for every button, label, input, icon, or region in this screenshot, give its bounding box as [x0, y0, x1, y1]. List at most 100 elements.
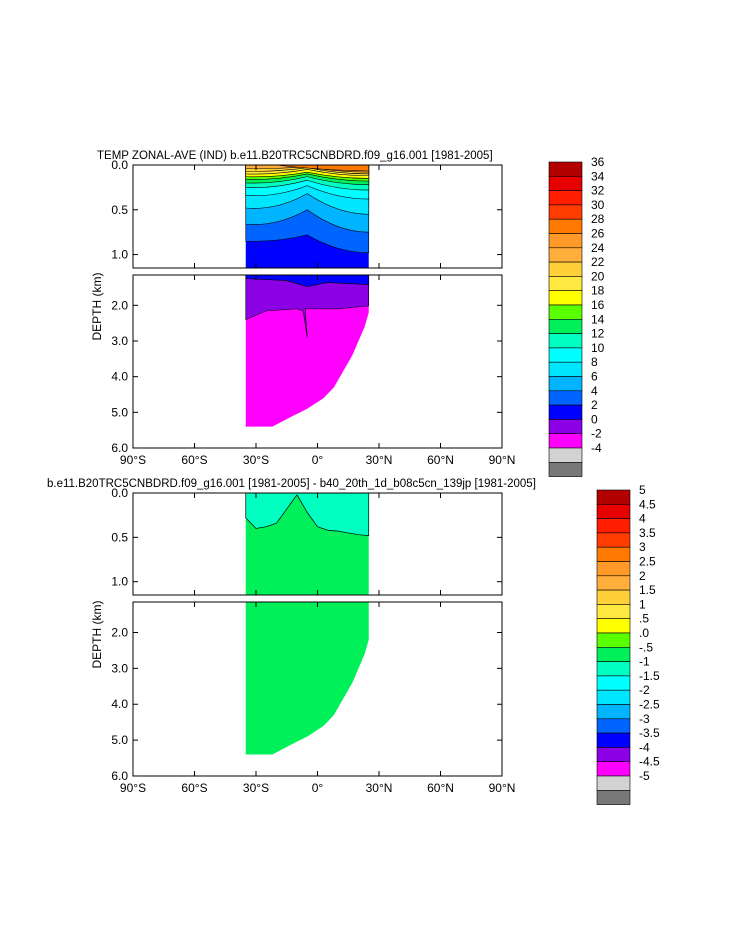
colorbar-label: -.5 [639, 640, 653, 654]
colorbar-swatch [548, 318, 583, 334]
colorbar-label: 3 [639, 540, 646, 554]
colorbar-swatch [596, 575, 631, 591]
anomaly-band-0.5-1-deep [245, 602, 369, 755]
y-axis-label: DEPTH (km) [90, 273, 104, 341]
y-tick-label: 5.0 [111, 405, 128, 419]
colorbar-swatch [596, 646, 631, 662]
x-tick-label: 0° [312, 453, 324, 467]
x-tick-label: 60°S [181, 781, 207, 795]
colorbar-swatch [596, 589, 631, 605]
colorbar-swatch [548, 247, 583, 263]
colorbar-swatch [596, 775, 631, 791]
colorbar-swatch [548, 176, 583, 191]
x-tick-label: 0° [312, 781, 324, 795]
colorbar-label: 0 [591, 412, 598, 426]
x-tick-label: 30°S [243, 781, 269, 795]
colorbar-label: 3.5 [639, 526, 656, 540]
colorbar-label: 2 [639, 569, 646, 583]
x-tick-label: 90°S [120, 781, 146, 795]
colorbar-swatch [548, 376, 583, 392]
colorbar-swatch [596, 489, 631, 505]
colorbar-label: 4 [591, 384, 598, 398]
colorbar-swatch [596, 604, 631, 620]
colorbar-swatch [548, 404, 583, 420]
colorbar-label: 1 [639, 597, 646, 611]
temp-band-0-2 [245, 275, 369, 427]
colorbar-swatch [548, 361, 583, 377]
colorbar-swatch [548, 447, 583, 463]
colorbar-label: 36 [591, 155, 605, 169]
y-axis-label: DEPTH (km) [90, 601, 104, 669]
y-tick-label: 0.0 [111, 486, 128, 500]
x-tick-label: 30°N [366, 453, 393, 467]
colorbar-swatch [548, 161, 583, 177]
y-tick-label: 0.5 [111, 203, 128, 217]
y-tick-label: 1.0 [111, 575, 128, 589]
y-tick-label: 0.0 [111, 158, 128, 172]
colorbar-swatch [548, 347, 583, 363]
colorbar-swatch [548, 433, 583, 449]
chart-title-2: b.e11.B20TRC5CNBDRD.f09_g16.001 [1981-20… [47, 478, 536, 490]
colorbar-label: .0 [639, 626, 649, 640]
colorbar-label: 6 [591, 370, 598, 384]
y-tick-label: 6.0 [111, 769, 128, 783]
y-tick-label: 4.0 [111, 697, 128, 711]
chart-panel-1: 0.0 0.5 1.0 2.0 3.0 4.0 5.0 6.090°S 60°S 30°S 0° 30… [90, 155, 605, 477]
colorbar-label: 4 [639, 512, 646, 526]
colorbar-label: 8 [591, 355, 598, 369]
colorbar-swatch [548, 461, 583, 477]
colorbar-swatch [596, 732, 631, 748]
colorbar-label: 10 [591, 341, 605, 355]
colorbar-label: -1 [639, 655, 650, 669]
colorbar-label: 12 [591, 327, 605, 341]
y-tick-label: 3.0 [111, 661, 128, 675]
x-tick-label: 60°N [427, 453, 454, 467]
colorbar-label: 28 [591, 212, 605, 226]
colorbar-label: 4.5 [639, 497, 656, 511]
colorbar-label: -4 [591, 441, 602, 455]
colorbar-swatch [596, 689, 631, 705]
x-tick-label: 90°S [120, 453, 146, 467]
colorbar-label: 16 [591, 298, 605, 312]
colorbar-swatch [596, 718, 631, 734]
colorbar-label: -3.5 [639, 726, 660, 740]
colorbar-label: .5 [639, 612, 649, 626]
temp-band-2-4 [245, 275, 370, 338]
x-tick-label: 30°S [243, 453, 269, 467]
x-tick-label: 60°N [427, 781, 454, 795]
colorbar-swatch [548, 218, 583, 234]
colorbar-swatch [548, 290, 583, 306]
deep-water-field [245, 275, 370, 427]
colorbar-swatch [548, 190, 583, 206]
upper-ocean-field [245, 165, 370, 268]
colorbar-swatch [596, 675, 631, 691]
y-tick-label: 2.0 [111, 298, 128, 312]
y-tick-label: 2.0 [111, 625, 128, 639]
colorbar-swatch [596, 546, 631, 562]
colorbar-label: -2.5 [639, 698, 660, 712]
anomaly-field-deep [245, 602, 369, 755]
colorbar-swatch [548, 390, 583, 406]
colorbar-label: -2 [639, 683, 650, 697]
colorbar-swatch [548, 419, 583, 434]
colorbar-swatch [596, 561, 631, 577]
colorbar-swatch [548, 333, 583, 349]
chart-panel-2: 0.00.51.02.03.04.05.06.090°S 60°S 30°S 0° 30… [90, 483, 660, 805]
colorbar-label: 20 [591, 269, 605, 283]
colorbar-label: 2 [591, 398, 598, 412]
x-tick-label: 90°N [489, 453, 516, 467]
colorbar-swatch [548, 233, 583, 249]
temp-band-4-6 [245, 275, 370, 287]
colorbar-label: 34 [591, 169, 605, 183]
colorbar-label: 26 [591, 227, 605, 241]
colorbar-swatch [596, 532, 631, 548]
colorbar-label: 2.5 [639, 555, 656, 569]
colorbar-swatch [596, 789, 631, 805]
colorbar-swatch [548, 304, 583, 320]
colorbar-swatch [596, 661, 631, 677]
colorbar-label: 5 [639, 483, 646, 497]
colorbar-label: -4.5 [639, 755, 660, 769]
colorbar-swatch [596, 518, 631, 534]
y-tick-label: 6.0 [111, 441, 128, 455]
colorbar-swatch [596, 503, 631, 519]
